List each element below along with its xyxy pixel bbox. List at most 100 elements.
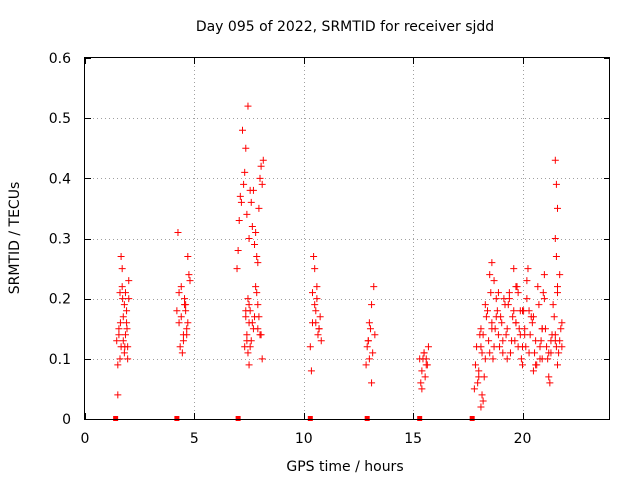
data-point [240,180,248,188]
data-point [493,307,501,315]
data-point [484,307,491,315]
data-point [481,301,489,309]
data-point [312,307,320,315]
data-point [485,337,493,345]
data-point [502,331,510,339]
data-point [531,349,539,357]
data-point [186,277,194,285]
data-point [506,349,514,357]
x-tick-label: 10 [295,431,313,447]
data-point [418,367,426,375]
data-point [314,331,322,339]
data-point [470,385,478,393]
data-point [548,331,556,339]
data-point [251,241,259,249]
data-point [514,289,522,297]
data-point [525,307,533,315]
data-point [478,391,486,399]
data-point [183,325,191,333]
data-point [482,313,490,321]
data-point [555,349,563,357]
data-point [494,289,502,297]
data-point [253,253,261,261]
data-point [125,277,133,285]
data-point [551,235,559,242]
data-point [121,331,129,339]
zero-marker [174,416,180,421]
data-point [478,349,486,357]
zero-marker [417,416,423,421]
data-point [488,319,496,327]
data-point [519,361,526,369]
data-point [235,216,243,224]
data-point [535,301,543,309]
data-point [245,361,253,369]
data-point [364,337,372,345]
plot-frame [84,57,610,420]
data-point [243,210,251,218]
data-point [123,325,131,333]
data-point [546,379,554,387]
zero-marker [235,416,241,421]
data-point [477,343,485,351]
data-point [550,313,558,321]
data-point [551,337,559,345]
data-point [538,355,546,363]
y-tick-labels: 0 0.1 0.2 0.3 0.4 0.5 0.6 [49,51,71,428]
data-point [423,361,431,369]
data-point [125,295,133,303]
data-point [121,289,129,297]
data-points [113,102,566,411]
data-point [475,367,483,375]
data-point [556,271,564,279]
y-tick-label: 0.3 [49,232,71,248]
data-point [534,283,542,291]
data-point [545,373,553,381]
data-point [118,265,126,273]
data-point [368,301,376,309]
data-point [554,289,561,297]
y-tick-label: 0.1 [49,352,71,368]
data-point [510,307,518,315]
data-point [422,355,430,363]
data-point [539,289,547,297]
data-point [371,331,379,339]
data-point [537,337,545,345]
data-point [257,331,265,339]
data-point [315,325,323,333]
y-tick-label: 0.2 [49,292,71,308]
data-point [311,265,319,273]
data-point [526,331,534,339]
data-point [307,367,315,375]
data-point [241,168,249,176]
data-point [239,126,246,134]
data-point [247,198,255,206]
data-point [123,319,131,327]
data-point [248,222,256,230]
data-point [538,325,546,333]
data-point [489,355,497,363]
zero-marker [307,416,313,421]
data-point [368,379,376,387]
data-point [244,102,252,110]
y-axis-label: SRMTID / TECUs [7,182,23,295]
data-point [236,192,244,200]
data-point [306,343,314,351]
data-point [242,307,250,315]
data-point [528,319,536,327]
data-point [369,349,377,357]
data-point [123,307,131,315]
data-point [552,253,560,261]
data-point [312,319,320,327]
x-tick-labels: 0 5 10 15 20 [81,431,532,447]
data-point [113,337,121,345]
data-point [114,361,122,369]
data-point [554,361,561,369]
data-point [536,343,544,351]
data-point [512,283,520,291]
data-point [119,295,127,303]
data-point [532,361,540,369]
data-point [184,319,192,327]
data-point [370,283,378,291]
